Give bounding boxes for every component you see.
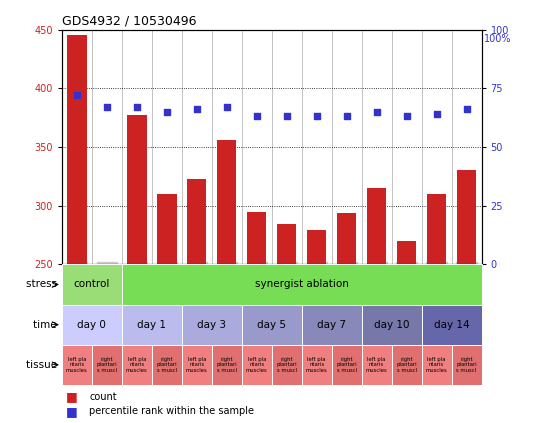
Point	[73, 92, 81, 99]
Text: right
plantari
s muscl: right plantari s muscl	[336, 357, 357, 373]
Bar	[62, 305, 122, 345]
Point	[103, 104, 111, 110]
Text: synergist ablation: synergist ablation	[254, 280, 349, 289]
Bar	[127, 115, 146, 264]
Bar	[337, 213, 356, 264]
Bar	[362, 345, 392, 385]
Bar	[422, 305, 482, 345]
Bar	[427, 194, 447, 264]
Text: left pla
ntaris
muscles: left pla ntaris muscles	[246, 357, 267, 373]
Text: time: time	[33, 320, 60, 330]
Bar	[122, 305, 182, 345]
Bar	[182, 345, 212, 385]
Text: left pla
ntaris
muscles: left pla ntaris muscles	[366, 357, 387, 373]
Bar	[302, 305, 362, 345]
Point	[162, 108, 171, 115]
Text: control: control	[74, 280, 110, 289]
Text: day 10: day 10	[374, 320, 409, 330]
Bar	[122, 345, 152, 385]
Text: left pla
ntaris
muscles: left pla ntaris muscles	[306, 357, 328, 373]
Bar	[422, 345, 451, 385]
Bar	[272, 345, 302, 385]
Text: stress: stress	[26, 280, 60, 289]
Text: right
plantari
s muscl: right plantari s muscl	[397, 357, 417, 373]
Text: percentile rank within the sample: percentile rank within the sample	[89, 407, 254, 416]
Bar	[212, 345, 242, 385]
Point	[462, 106, 471, 113]
Text: right
plantari
s muscl: right plantari s muscl	[157, 357, 177, 373]
Point	[432, 111, 441, 118]
Text: day 7: day 7	[317, 320, 346, 330]
Text: day 5: day 5	[257, 320, 286, 330]
Point	[193, 106, 201, 113]
Text: left pla
ntaris
muscles: left pla ntaris muscles	[426, 357, 448, 373]
Text: right
plantari
s muscl: right plantari s muscl	[277, 357, 297, 373]
Point	[402, 113, 411, 120]
Text: day 3: day 3	[197, 320, 226, 330]
Point	[342, 113, 351, 120]
Bar	[307, 231, 327, 264]
Bar	[277, 225, 296, 264]
Text: tissue: tissue	[26, 360, 60, 370]
Bar	[247, 212, 266, 264]
Text: count: count	[89, 392, 117, 401]
Point	[222, 104, 231, 110]
Bar	[62, 345, 92, 385]
Bar	[67, 36, 87, 264]
Bar	[157, 194, 176, 264]
Bar	[217, 140, 237, 264]
Bar	[451, 345, 482, 385]
Bar	[397, 241, 416, 264]
Point	[372, 108, 381, 115]
Point	[252, 113, 261, 120]
Text: left pla
ntaris
muscles: left pla ntaris muscles	[126, 357, 147, 373]
Text: day 1: day 1	[137, 320, 166, 330]
Bar	[457, 170, 476, 264]
Bar	[367, 188, 386, 264]
Bar	[242, 345, 272, 385]
Point	[313, 113, 321, 120]
Bar	[187, 179, 207, 264]
Bar	[92, 345, 122, 385]
Bar	[331, 345, 362, 385]
Bar	[182, 305, 242, 345]
Bar	[302, 345, 331, 385]
Text: day 14: day 14	[434, 320, 469, 330]
Text: left pla
ntaris
muscles: left pla ntaris muscles	[186, 357, 208, 373]
Bar	[62, 264, 122, 305]
Text: GDS4932 / 10530496: GDS4932 / 10530496	[62, 14, 196, 27]
Point	[282, 113, 291, 120]
Point	[132, 104, 141, 110]
Text: day 0: day 0	[77, 320, 107, 330]
Bar	[392, 345, 422, 385]
Bar	[122, 264, 482, 305]
Bar	[152, 345, 182, 385]
Text: right
plantari
s muscl: right plantari s muscl	[216, 357, 237, 373]
Text: ■: ■	[66, 405, 78, 418]
Bar	[242, 305, 302, 345]
Text: right
plantari
s muscl: right plantari s muscl	[96, 357, 117, 373]
Text: right
plantari
s muscl: right plantari s muscl	[456, 357, 477, 373]
Bar	[362, 305, 422, 345]
Text: left pla
ntaris
muscles: left pla ntaris muscles	[66, 357, 88, 373]
Text: 100%: 100%	[484, 34, 512, 44]
Text: ■: ■	[66, 390, 78, 403]
